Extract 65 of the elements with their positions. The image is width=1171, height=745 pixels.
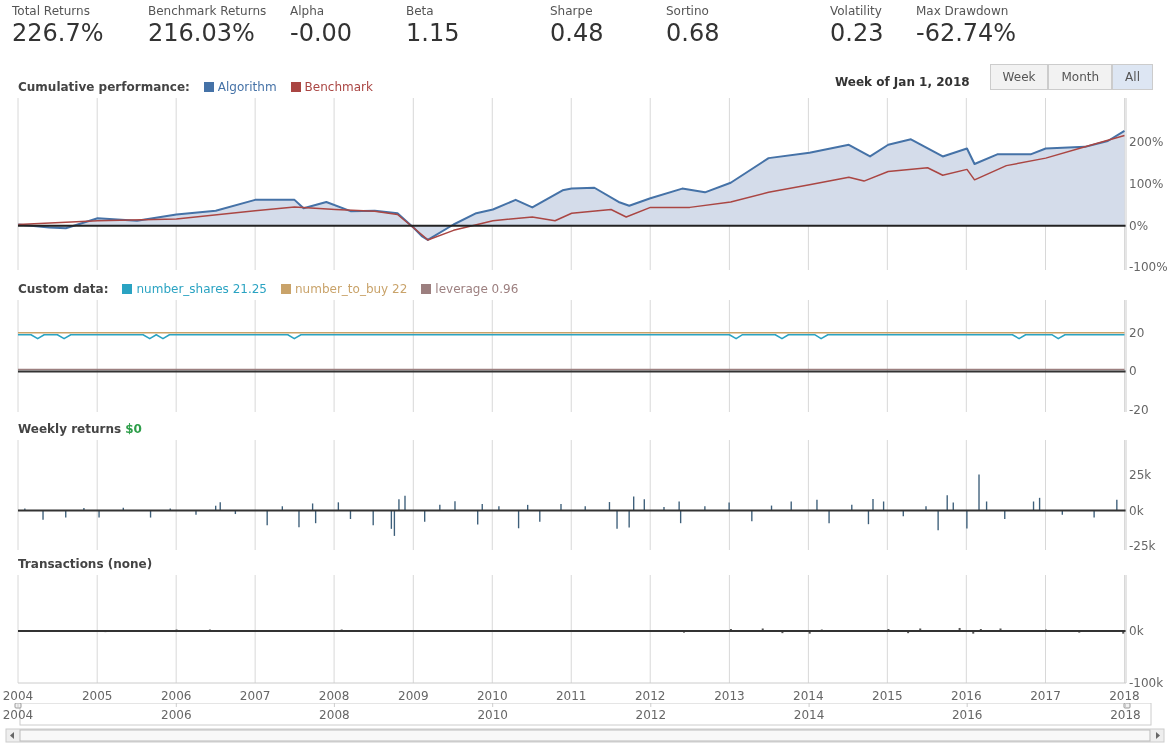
category-label: Max Drawdown [916, 4, 1010, 18]
text: 0.23 [830, 19, 884, 47]
y-tick-label: 25k [1129, 468, 1152, 483]
category-label: Total Returns [12, 4, 91, 18]
y-tick-label: -25k [1129, 538, 1156, 553]
y-tick-label: 0% [1129, 218, 1149, 233]
y-tick-label: -100% [1129, 260, 1168, 275]
x-tick-label: 2012 [634, 688, 666, 703]
x2-tick-label: 2012 [635, 708, 667, 722]
text: 0.68 [666, 19, 720, 47]
legend-label: leverage 0.96 [434, 282, 519, 296]
x2-tick-label: 2006 [161, 708, 192, 722]
legend-label: Benchmark [303, 80, 373, 94]
chart-title: Custom data: [18, 282, 109, 296]
x2-tick-label: 2004 [2, 708, 34, 722]
x2-tick-label: 2018 [1110, 708, 1141, 722]
range-button: All [1112, 64, 1153, 90]
category-label: Sharpe [550, 4, 594, 18]
x2-tick-label: 2008 [319, 708, 350, 722]
text: Week of Jan 1, 2018 [834, 75, 970, 89]
x-tick-label: 2007 [239, 688, 271, 703]
x-tick-label: 2014 [793, 688, 824, 703]
x-tick-label: 2005 [81, 688, 113, 703]
legend-label: number_to_buy 22 [294, 282, 408, 296]
y-tick-label: 0 [1129, 364, 1137, 379]
y-tick-label: 200% [1129, 135, 1164, 150]
text: 226.7% [12, 19, 104, 47]
text: -0.00 [290, 19, 353, 47]
x-tick-label: 2008 [318, 688, 350, 703]
y-tick-label: -100k [1129, 676, 1164, 690]
text: 1.15 [406, 19, 460, 47]
category-label: Benchmark Returns [148, 4, 267, 18]
x-tick-label: 2006 [160, 688, 192, 703]
x-tick-label: 2009 [398, 688, 429, 703]
chart-title: Transactions (none) [18, 557, 153, 571]
range-button: Month [1048, 64, 1113, 90]
legend-label: Algorithm [216, 80, 277, 94]
chart-title: Cumulative performance: [18, 80, 190, 94]
x-tick-label: 2011 [555, 688, 587, 703]
x2-tick-label: 2010 [477, 708, 508, 722]
x-tick-label: 2010 [477, 688, 508, 703]
y-tick-label: 100% [1129, 177, 1164, 191]
x-tick-label: 2017 [1030, 688, 1061, 703]
text: 216.03% [148, 19, 255, 47]
y-tick-label: 0k [1129, 503, 1144, 518]
chart-subtitle: $0 [125, 422, 142, 436]
category-label: Beta [406, 4, 435, 18]
x-tick-label: 2004 [2, 688, 34, 703]
range-button: Week [989, 64, 1049, 90]
text: -62.74% [916, 19, 1017, 47]
x-tick-label: 2018 [1109, 688, 1140, 703]
category-label: Alpha [290, 4, 326, 18]
category-label: Sortino [666, 4, 710, 18]
legend-label: number_shares 21.25 [135, 282, 268, 296]
x2-tick-label: 2014 [793, 708, 825, 722]
x-tick-label: 2015 [872, 688, 903, 703]
x-tick-label: 2013 [714, 688, 745, 703]
x-tick-label: 2016 [951, 688, 982, 703]
category-label: Volatility [830, 4, 883, 18]
chart-title: Weekly returns [18, 422, 122, 436]
text: 0.48 [550, 19, 604, 47]
y-tick-label: 0k [1129, 624, 1144, 639]
y-tick-label: 20 [1129, 325, 1145, 340]
y-tick-label: -20 [1129, 403, 1149, 418]
x2-tick-label: 2016 [951, 708, 983, 722]
